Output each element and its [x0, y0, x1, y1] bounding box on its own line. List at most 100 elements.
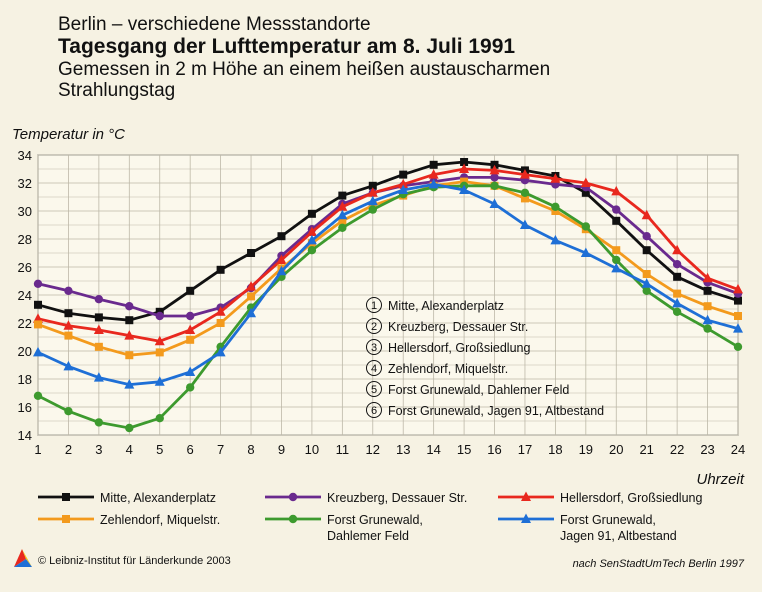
- data-point: [33, 279, 43, 288]
- x-tick-label: 6: [187, 442, 194, 457]
- inset-number-circle: [366, 297, 382, 313]
- data-point: [580, 177, 591, 187]
- inset-number: 2: [371, 321, 377, 333]
- data-point: [185, 366, 196, 376]
- data-point: [155, 311, 164, 321]
- data-point: [550, 234, 561, 245]
- inset-number-circle: [366, 318, 382, 334]
- y-tick-label: 22: [18, 316, 32, 331]
- data-point: [155, 414, 164, 423]
- y-tick-label: 14: [18, 428, 32, 443]
- data-point: [125, 316, 134, 325]
- series-line-6: [37, 182, 739, 387]
- data-point: [398, 184, 409, 194]
- data-point: [490, 181, 499, 190]
- x-tick-label: 7: [217, 442, 224, 457]
- x-tick-label: 16: [487, 442, 501, 457]
- data-point: [733, 283, 743, 294]
- inset-list-item: Forst Grunewald, Dahlemer Feld: [388, 383, 569, 397]
- data-point: [672, 297, 683, 308]
- legend-swatch-marker: [62, 493, 70, 501]
- data-point: [125, 302, 134, 311]
- x-tick-label: 1: [34, 442, 41, 457]
- chart-header: Berlin – verschiedene Messstandorte Tage…: [58, 14, 550, 101]
- inset-list-item: Mitte, Alexanderplatz: [388, 299, 504, 313]
- inset-number: 6: [371, 405, 377, 417]
- x-tick-label: 13: [396, 442, 410, 457]
- data-point: [307, 246, 317, 255]
- x-tick-label: 4: [126, 442, 133, 457]
- data-point: [673, 289, 682, 298]
- x-tick-label: 24: [731, 442, 745, 457]
- institute-logo-icon: [14, 549, 32, 567]
- legend-swatch-marker: [521, 491, 531, 501]
- data-point: [246, 307, 257, 318]
- x-tick-label: 14: [426, 442, 440, 457]
- data-point: [338, 216, 347, 225]
- data-point: [125, 423, 134, 433]
- data-point: [94, 313, 103, 322]
- x-tick-label: 8: [247, 442, 254, 457]
- data-point: [125, 351, 134, 360]
- data-point: [216, 265, 225, 274]
- data-point: [64, 407, 73, 416]
- data-point: [459, 163, 470, 173]
- inset-number: 4: [371, 363, 377, 375]
- source-note: nach SenStadtUmTech Berlin 1997: [572, 558, 744, 570]
- header-line-1: Berlin – verschiedene Messstandorte: [58, 14, 371, 35]
- header-line-4: Strahlungstag: [58, 80, 176, 102]
- data-point: [368, 201, 377, 210]
- inset-number-circle: [366, 339, 382, 355]
- data-point: [734, 296, 742, 305]
- data-point: [64, 331, 73, 340]
- x-tick-label: 2: [65, 442, 72, 457]
- legend-label: Jagen 91, Altbestand: [560, 529, 677, 543]
- data-point: [612, 246, 621, 255]
- data-point: [155, 307, 164, 316]
- data-point: [337, 201, 348, 211]
- data-point: [124, 330, 135, 340]
- x-tick-label: 21: [639, 442, 653, 457]
- x-tick-label: 11: [336, 442, 350, 457]
- data-point: [367, 195, 378, 206]
- x-tick-label: 12: [366, 442, 380, 457]
- data-point: [186, 286, 195, 295]
- inset-list-item: Kreuzberg, Dessauer Str.: [388, 320, 528, 334]
- data-point: [247, 249, 256, 257]
- data-point: [734, 312, 742, 320]
- data-point: [611, 185, 622, 196]
- series-line-5: [37, 184, 739, 430]
- data-point: [703, 302, 712, 311]
- y-tick-label: 32: [18, 176, 32, 191]
- inset-number-circle: [366, 360, 382, 376]
- data-point: [428, 178, 439, 189]
- data-point: [93, 372, 104, 382]
- legend-label: Zehlendorf, Miquelstr.: [100, 513, 220, 527]
- data-point: [641, 278, 652, 288]
- header-line-3: Gemessen in 2 m Höhe an einem heißen aus…: [58, 58, 551, 80]
- data-point: [338, 191, 347, 200]
- data-point: [367, 187, 378, 197]
- data-point: [34, 300, 42, 309]
- data-point: [611, 262, 622, 273]
- data-point: [64, 286, 73, 295]
- data-point: [368, 205, 377, 214]
- data-point: [581, 222, 591, 231]
- data-point: [33, 391, 43, 400]
- data-point: [63, 360, 74, 371]
- inset-number: 3: [371, 342, 377, 354]
- copyright-note: © Leibniz-Institut für Länderkunde 2003: [38, 555, 231, 567]
- data-point: [641, 209, 652, 220]
- data-point: [34, 320, 42, 329]
- data-point: [185, 311, 195, 321]
- legend-label: Dahlemer Feld: [327, 529, 409, 543]
- data-point: [459, 184, 470, 194]
- x-tick-label: 22: [670, 442, 684, 457]
- data-point: [155, 348, 164, 357]
- data-point: [702, 314, 713, 325]
- data-point: [306, 226, 317, 236]
- data-point: [672, 244, 683, 255]
- x-tick-label: 18: [548, 442, 562, 457]
- legend-label: Mitte, Alexanderplatz: [100, 491, 216, 505]
- data-point: [154, 335, 165, 346]
